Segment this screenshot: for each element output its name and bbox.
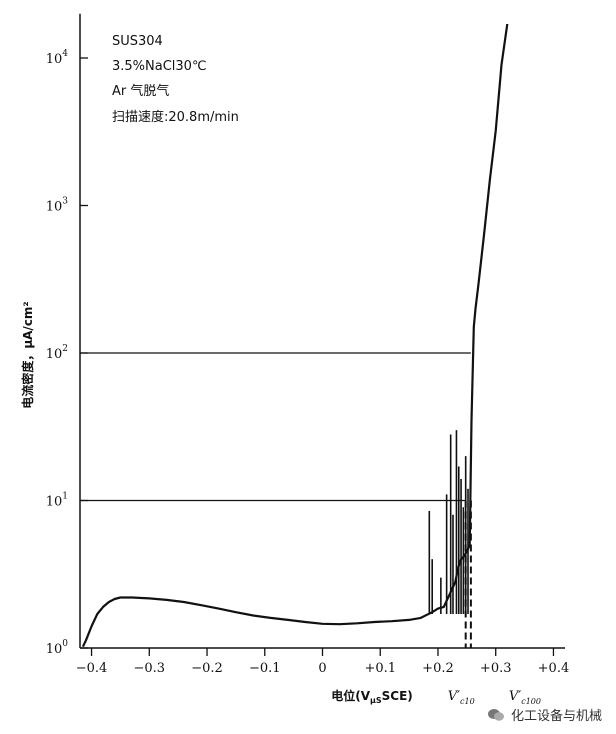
x-tick-label: +0.3	[480, 661, 512, 676]
y-tick-label: 102	[46, 344, 68, 362]
critical-potential-label: V′c10	[448, 689, 475, 706]
watermark: 化工设备与机械	[487, 705, 602, 724]
watermark-text: 化工设备与机械	[510, 709, 602, 724]
wechat-icon	[487, 708, 504, 721]
x-tick-label: −0.4	[76, 661, 108, 676]
y-tick-label: 101	[46, 492, 68, 510]
x-tick-label: −0.1	[249, 661, 281, 676]
polarization-curve	[81, 23, 509, 648]
annotation-gas: Ar 气脱气	[112, 83, 169, 99]
y-tick-label: 104	[46, 49, 69, 67]
y-axis-title: 电流密度，μA/cm²	[20, 301, 35, 408]
x-axis-title-suffix: SCE)	[382, 689, 413, 703]
y-tick-label: 100	[46, 639, 69, 657]
annotation-block: SUS304 3.5%NaCl30℃ Ar 气脱气 扫描速度:20.8m/min	[112, 34, 239, 125]
annotation-scan-rate: 扫描速度:20.8m/min	[112, 109, 239, 125]
reference-lines	[80, 352, 471, 502]
y-axis-ticks: 100 101 102 103 104	[46, 49, 88, 657]
annotation-solution: 3.5%NaCl30℃	[112, 59, 207, 74]
x-tick-label: +0.2	[422, 661, 454, 676]
annotation-material: SUS304	[112, 34, 163, 49]
x-tick-label: −0.3	[133, 661, 165, 676]
x-axis-title-prefix: 电位(V	[331, 688, 370, 703]
x-tick-label: +0.1	[364, 661, 396, 676]
noise-spikes	[428, 430, 469, 615]
x-axis-ticks: −0.4 −0.3 −0.2 −0.1 0 +0.1 +0.2 +0.3 +0.4	[76, 648, 569, 676]
x-tick-label: −0.2	[191, 661, 223, 676]
x-axis-title: 电位(VμSSCE)	[331, 688, 413, 705]
critical-potential-label: V′c100	[509, 689, 541, 706]
y-tick-label: 103	[46, 197, 69, 215]
x-tick-label: 0	[318, 661, 326, 676]
x-tick-label: +0.4	[538, 661, 570, 676]
x-axis-title-sub: μS	[370, 696, 382, 705]
